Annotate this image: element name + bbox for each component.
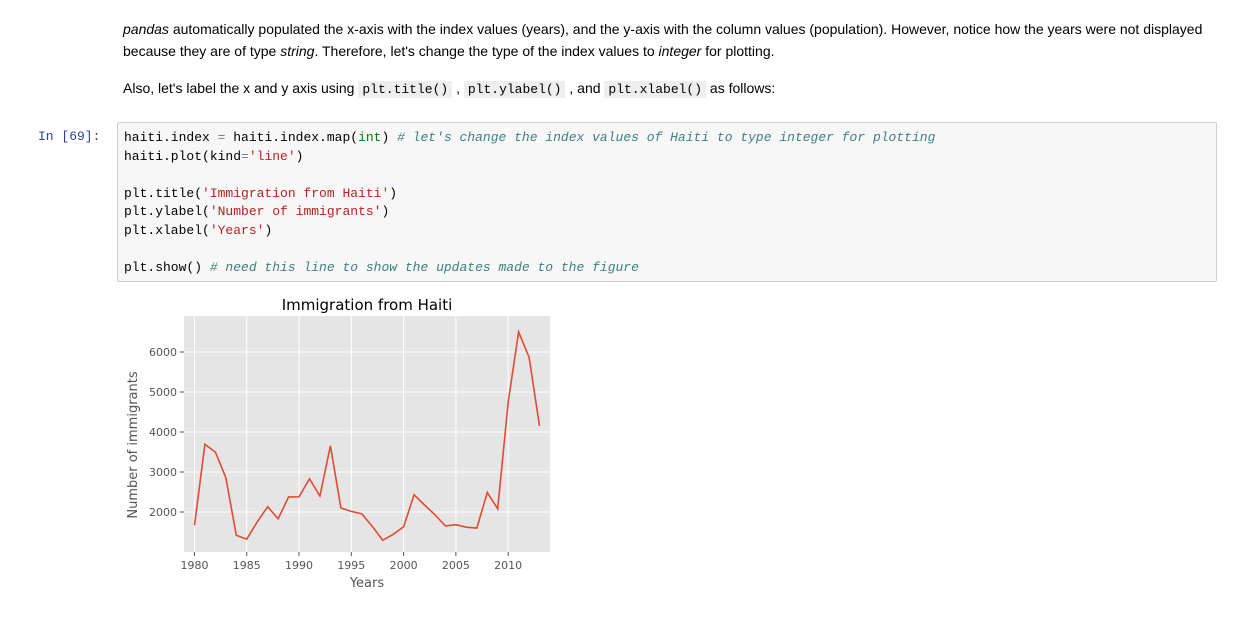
code-token: # need this line to show the updates mad… xyxy=(209,259,639,275)
code-line: plt.title('Immigration from Haiti') xyxy=(124,185,935,204)
markdown-paragraph-labels: Also, let's label the x and y axis using… xyxy=(123,77,1223,101)
code-token: ) xyxy=(264,222,273,238)
code-token: 'Immigration from Haiti' xyxy=(202,185,390,201)
inline-code: plt.title() xyxy=(358,81,453,98)
text-run: Also, let's label the x and y axis using xyxy=(123,80,359,96)
x-tick-label: 1990 xyxy=(285,559,313,572)
code-token: ) xyxy=(389,185,398,201)
x-tick-label: 1985 xyxy=(233,559,261,572)
text-run: . Therefore, let's change the type of th… xyxy=(314,43,659,59)
text-run: integer xyxy=(658,43,702,59)
x-tick-label: 2005 xyxy=(442,559,470,572)
x-axis-label: Years xyxy=(349,576,385,591)
code-line: haiti.plot(kind='line') xyxy=(124,148,935,167)
text-run: , and xyxy=(565,80,605,96)
code-cell-editor[interactable]: haiti.index = haiti.index.map(int) # let… xyxy=(117,122,1217,282)
grid-lines xyxy=(184,316,550,552)
code-token: haiti.index.map( xyxy=(225,130,359,145)
code-token: int xyxy=(358,130,382,145)
text-run: , xyxy=(452,80,464,96)
input-prompt: In [69]: xyxy=(38,129,101,144)
code-line: plt.show() # need this line to show the … xyxy=(124,259,935,278)
plot-area xyxy=(184,316,550,552)
y-axis-label: Number of immigrants xyxy=(126,371,141,518)
code-token: haiti.index xyxy=(124,130,218,145)
y-tick-label: 2000 xyxy=(149,506,177,519)
inline-code: plt.ylabel() xyxy=(463,81,566,98)
markdown-paragraph-intro: pandas automatically populated the x-axi… xyxy=(123,18,1223,62)
y-tick-label: 5000 xyxy=(149,386,177,399)
code-token: plt.ylabel( xyxy=(124,204,210,219)
code-token: # let's change the index values of Haiti… xyxy=(397,130,936,145)
x-tick-label: 1995 xyxy=(337,559,365,572)
x-tick-label: 2000 xyxy=(390,559,418,572)
y-tick-label: 6000 xyxy=(149,346,177,359)
text-run: automatically populated the x-axis with … xyxy=(123,21,1203,59)
text-run: string xyxy=(280,43,315,59)
code-token: plt.title( xyxy=(124,185,203,201)
x-tick-label: 1980 xyxy=(180,559,208,572)
code-token: 'Number of immigrants' xyxy=(209,204,382,219)
code-token: ) xyxy=(381,204,390,219)
output-figure: Immigration from Haiti 1980 1985 1990 1995 2… xyxy=(117,290,577,600)
code-line: plt.xlabel('Years') xyxy=(124,222,935,241)
axis-ticks: 1980 1985 1990 1995 2000 2005 2010 2000 3000 4000… xyxy=(149,346,522,572)
inline-code: plt.xlabel() xyxy=(604,81,707,98)
code-token: = xyxy=(217,130,226,145)
code-token: haiti.plot(kind xyxy=(124,148,242,164)
code-token: 'line' xyxy=(248,148,296,164)
line-chart: Immigration from Haiti 1980 1985 1990 1995 2… xyxy=(126,296,550,591)
series-line xyxy=(193,328,541,542)
code-line xyxy=(124,166,935,185)
code-token: 'Years' xyxy=(209,222,265,238)
code-line xyxy=(124,240,935,259)
code-token: ) xyxy=(295,148,304,164)
chart-title: Immigration from Haiti xyxy=(282,296,453,314)
text-run: for plotting. xyxy=(701,43,775,59)
code-token: ) xyxy=(381,130,398,145)
y-tick-label: 3000 xyxy=(149,466,177,479)
text-run: pandas xyxy=(123,21,169,37)
y-tick-label: 4000 xyxy=(149,426,177,439)
code-source[interactable]: haiti.index = haiti.index.map(int) # let… xyxy=(124,129,935,277)
code-line: plt.ylabel('Number of immigrants') xyxy=(124,203,935,222)
text-run: as follows: xyxy=(706,80,776,96)
code-token: = xyxy=(241,148,249,164)
code-line: haiti.index = haiti.index.map(int) # let… xyxy=(124,129,935,148)
code-token: plt.show() xyxy=(124,259,210,275)
code-token: plt.xlabel( xyxy=(124,222,210,238)
x-tick-label: 2010 xyxy=(494,559,522,572)
